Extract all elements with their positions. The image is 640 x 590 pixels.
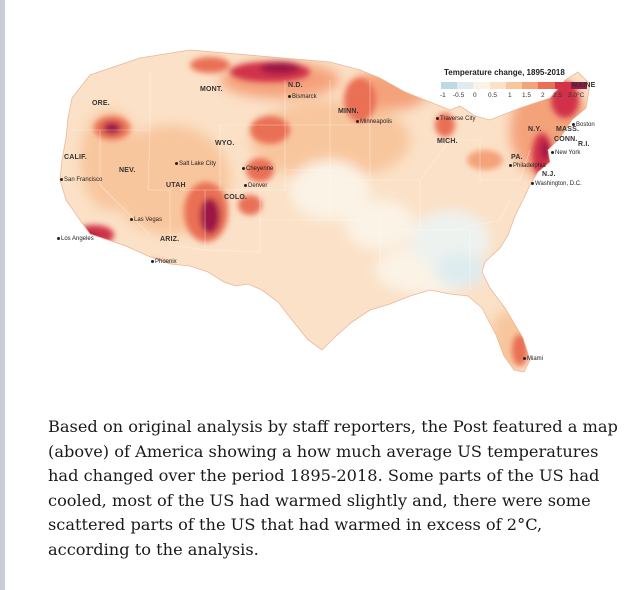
state-label: ORE.: [92, 100, 110, 107]
city-label: New York: [551, 150, 580, 156]
legend-tick: 0: [473, 92, 477, 99]
state-label: MAINE: [572, 82, 596, 89]
temperature-map-figure: Temperature change, 1895-2018 -1 -0.5 0 …: [30, 20, 630, 395]
city-label: Boston: [572, 122, 595, 128]
state-label: R.I.: [578, 141, 590, 148]
city-label: Bismarck: [288, 94, 317, 100]
city-label: Miami: [523, 356, 543, 362]
state-label: COLO.: [224, 194, 248, 201]
us-temperature-map: [59, 49, 591, 373]
left-border-rule: [0, 0, 5, 590]
legend-tick: 2.5: [553, 92, 563, 99]
legend-swatch: [554, 82, 571, 89]
legend-swatch: [441, 82, 458, 89]
state-label: MASS.: [556, 126, 580, 133]
state-label: N.J.: [542, 171, 556, 178]
legend-tick: 1.5: [522, 92, 532, 99]
figure-caption: Based on original analysis by staff repo…: [48, 417, 618, 559]
legend-swatch: [538, 82, 555, 89]
legend-tick: -1: [440, 92, 446, 99]
state-label: NEV.: [119, 167, 136, 174]
state-label: N.Y.: [528, 126, 542, 133]
city-label: Traverse City: [436, 116, 475, 122]
legend-tick: 2: [541, 92, 545, 99]
legend-tick: 0.5: [488, 92, 498, 99]
city-label: San Francisco: [60, 177, 102, 183]
city-label: Los Angeles: [57, 236, 94, 242]
state-label: WYO.: [215, 140, 235, 147]
legend-color-bar: [441, 82, 587, 89]
city-label: Cheyenne: [242, 166, 273, 172]
legend-swatch: [522, 82, 539, 89]
state-label: PA.: [511, 154, 523, 161]
city-label: Denver: [244, 183, 267, 189]
legend-tick: -0.5: [453, 92, 465, 99]
legend-ticks: -1 -0.5 0 0.5 1 1.5 2 2.5 3.0°C: [440, 92, 590, 102]
legend-swatch: [473, 82, 490, 89]
legend-swatch: [570, 82, 587, 89]
state-label: ARIZ.: [160, 236, 180, 243]
legend-tick: 3.0°C: [568, 92, 585, 99]
state-label: UTAH: [166, 182, 186, 189]
city-label: Washington, D.C.: [531, 181, 582, 187]
state-label: MONT.: [200, 86, 223, 93]
legend-swatch: [505, 82, 523, 89]
legend-swatch: [457, 82, 474, 89]
state-label: CONN.: [554, 136, 578, 143]
city-label: Las Vegas: [130, 217, 162, 223]
legend-tick: 1: [508, 92, 512, 99]
city-label: Phoenix: [151, 259, 177, 265]
city-label: Salt Lake City: [175, 161, 216, 167]
state-label: CALIF.: [64, 154, 87, 161]
city-label: Philadelphia: [509, 163, 546, 169]
state-label: N.D.: [288, 82, 303, 89]
city-label: Minneapolis: [356, 119, 392, 125]
legend-title: Temperature change, 1895-2018: [444, 68, 565, 77]
state-label: MICH.: [437, 138, 458, 145]
state-label: MINN.: [338, 108, 359, 115]
legend-swatch: [489, 82, 506, 89]
